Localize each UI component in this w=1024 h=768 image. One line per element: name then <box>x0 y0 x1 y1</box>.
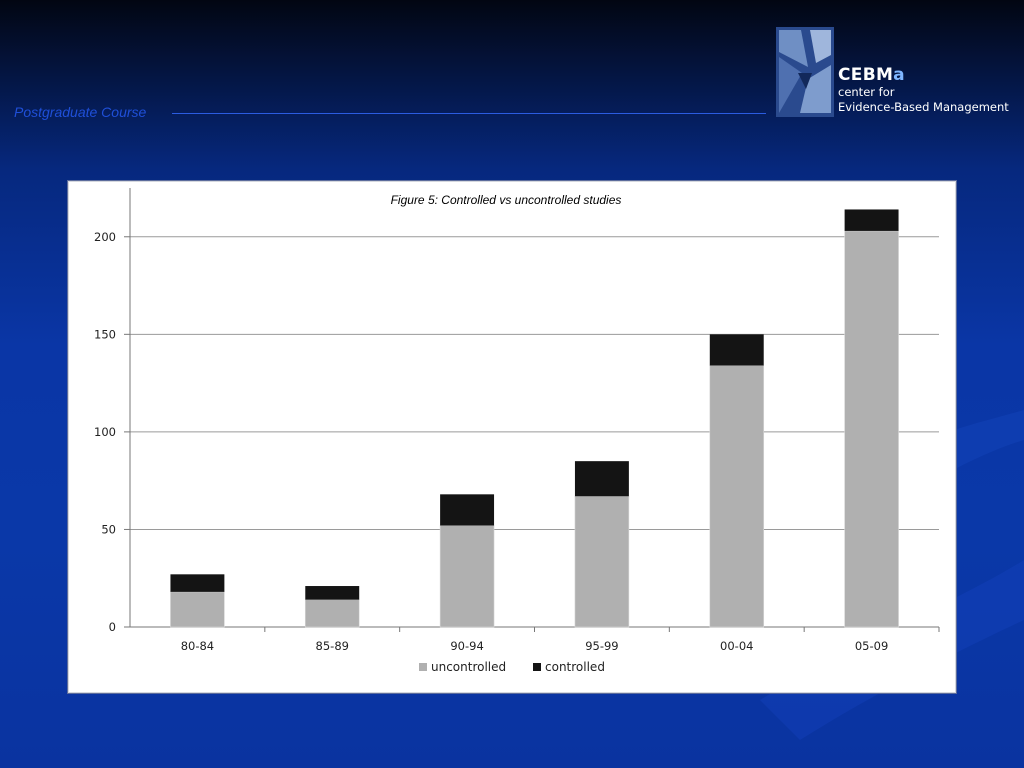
axes <box>124 188 940 632</box>
logo-brand-accent: a <box>893 65 905 85</box>
bar-uncontrolled-80-84 <box>170 591 225 628</box>
y-tick-label: 50 <box>101 522 116 536</box>
gridlines <box>130 236 939 530</box>
stacked-bar-chart: Figure 5: Controlled vs uncontrolled stu… <box>94 188 940 674</box>
cebma-logo-mark-icon <box>776 27 834 117</box>
bar-uncontrolled-95-99 <box>574 495 630 628</box>
bar-controlled-85-89 <box>305 586 360 600</box>
x-tick-label: 80-84 <box>181 639 214 653</box>
cebma-logo-text: CEBMa center for Evidence-Based Manageme… <box>838 65 1009 115</box>
bar-controlled-80-84 <box>170 574 225 592</box>
legend: uncontrolled controlled <box>419 660 605 674</box>
x-tick-label: 00-04 <box>720 639 753 653</box>
bar-controlled-95-99 <box>574 461 629 497</box>
x-tick-label: 90-94 <box>450 639 483 653</box>
axis-labels: 0 50 100 150 200 80-84 85-89 90-94 95-99 00-04 05-… <box>94 230 888 653</box>
x-tick-label: 85-89 <box>316 639 349 653</box>
chart-title: Figure 5: Controlled vs uncontrolled stu… <box>391 193 622 207</box>
chart-panel: Figure 5: Controlled vs uncontrolled stu… <box>68 181 956 693</box>
legend-swatch-controlled <box>533 663 541 671</box>
legend-label-uncontrolled: uncontrolled <box>431 660 506 674</box>
header-divider <box>172 113 766 114</box>
bar-controlled-90-94 <box>440 494 495 526</box>
course-label: Postgraduate Course <box>14 104 147 120</box>
legend-label-controlled: controlled <box>545 660 605 674</box>
y-tick-label: 0 <box>109 620 116 634</box>
bar-uncontrolled-90-94 <box>439 525 495 628</box>
y-tick-label: 150 <box>94 327 116 341</box>
logo-brand: CEBMa <box>838 65 1009 85</box>
x-tick-label: 95-99 <box>585 639 618 653</box>
logo-line-1: center for <box>838 85 895 99</box>
bar-uncontrolled-00-04 <box>709 365 765 628</box>
x-tick-label: 05-09 <box>855 639 888 653</box>
y-tick-label: 200 <box>94 230 116 244</box>
cebma-logo: CEBMa center for Evidence-Based Manageme… <box>776 27 1016 119</box>
bar-controlled-00-04 <box>709 334 764 366</box>
y-tick-label: 100 <box>94 425 116 439</box>
bar-controlled-05-09 <box>844 209 899 231</box>
bar-uncontrolled-85-89 <box>304 599 360 628</box>
logo-brand-main: CEBM <box>838 65 894 85</box>
legend-swatch-uncontrolled <box>419 663 427 671</box>
logo-line-2: Evidence-Based Management <box>838 100 1009 114</box>
bar-uncontrolled-05-09 <box>844 230 899 628</box>
bars <box>170 209 899 628</box>
